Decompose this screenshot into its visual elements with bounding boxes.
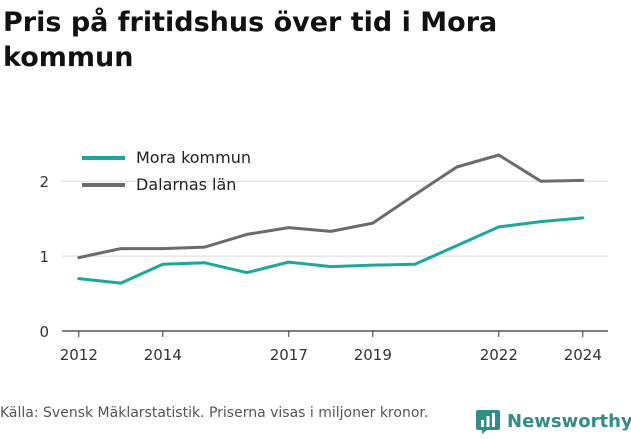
brand-name: Newsworthy [507,410,631,432]
x-tick-label: 2019 [354,346,392,364]
y-tick-label: 2 [39,173,49,191]
legend-label: Dalarnas län [136,175,237,194]
legend-label: Mora kommun [136,148,251,167]
legend-swatch [82,182,125,187]
legend-item: Mora kommun [82,144,251,171]
brand-logo: Newsworthy [475,408,631,434]
chart-title: Pris på fritidshus över tid i Mora kommu… [3,7,498,73]
x-tick-label: 2017 [270,346,308,364]
x-tick-label: 2024 [564,346,602,364]
y-tick-label: 1 [39,248,49,266]
legend-swatch [82,155,125,160]
chart-legend: Mora kommun Dalarnas län [82,144,251,198]
y-tick-label: 0 [39,323,49,341]
series-line [77,153,585,260]
chart-bubble-icon [476,410,500,434]
series-line [77,216,585,285]
legend-item: Dalarnas län [82,171,251,198]
source-note: Källa: Svensk Mäklarstatistik. Priserna … [0,405,429,421]
x-tick-label: 2012 [60,346,98,364]
x-tick-label: 2022 [480,346,518,364]
x-tick-label: 2014 [144,346,182,364]
line-chart: 0 1 2 2012 2014 2017 2019 2022 2024 [39,153,608,364]
